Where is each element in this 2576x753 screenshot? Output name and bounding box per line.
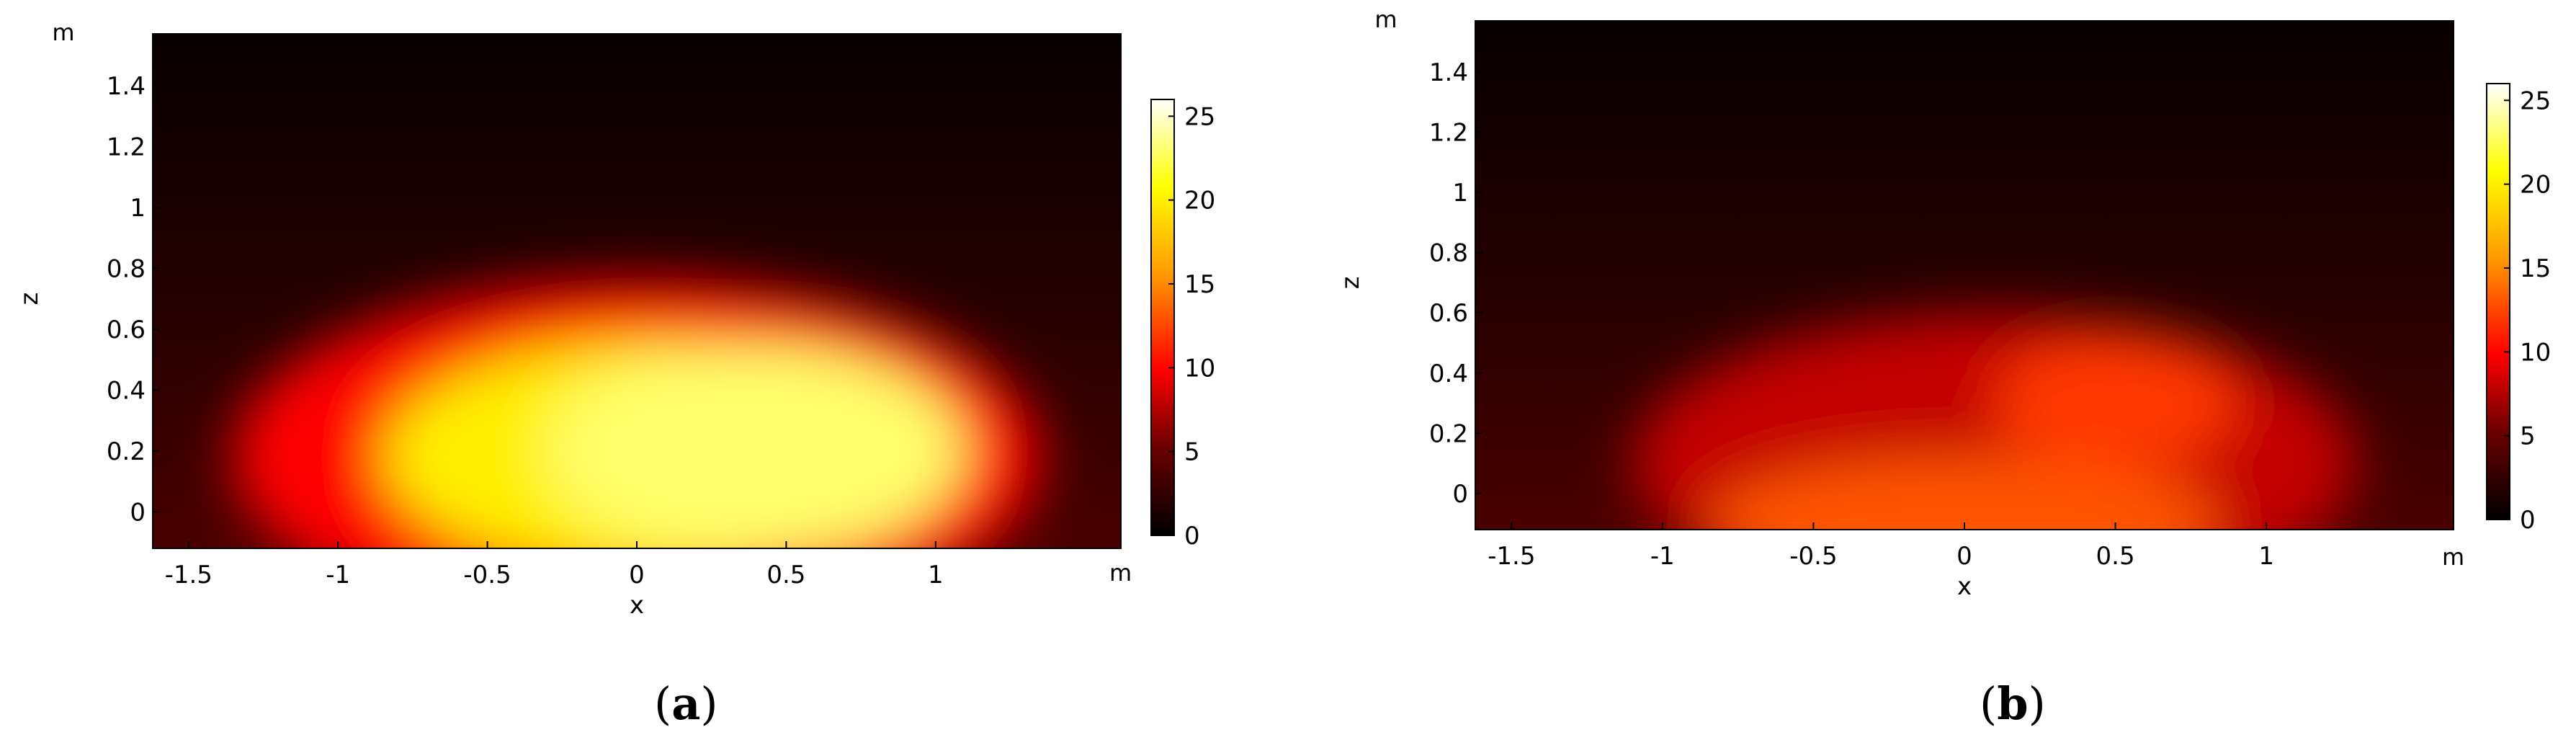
colorbar-tick-label: 20 <box>1184 187 1215 215</box>
y-unit-label: m <box>1374 6 1397 33</box>
x-tick-label: 1 <box>928 561 944 589</box>
heatmap-blob <box>1994 337 2237 470</box>
x-tick-label: 1 <box>2258 542 2274 571</box>
panel-caption: (b) <box>1980 677 2046 730</box>
x-tick-label: 0.5 <box>766 561 805 589</box>
colorbar-tick-label: 15 <box>1184 270 1215 299</box>
y-tick-label: 1 <box>130 194 146 223</box>
y-tick-label: 1.2 <box>1429 119 1468 148</box>
chart-panel-a: -1.5 -1 -0.5 0 0.5 100.20.40.60.811.21.4xzmm0… <box>15 19 1215 730</box>
chart-panel-b: -1.5 -1 -0.5 0 0.5 100.20.40.60.811.21.4xzmm0… <box>1336 6 2551 730</box>
y-axis-label: z <box>15 293 44 306</box>
x-axis-label: x <box>1957 572 1972 601</box>
y-tick-label: 0.6 <box>107 316 146 344</box>
x-tick-label: 0.5 <box>2096 542 2135 571</box>
y-tick-label: 0 <box>130 498 146 527</box>
colorbar <box>2486 83 2510 520</box>
heatmap-blob <box>547 344 966 548</box>
x-tick-label: -0.5 <box>463 561 511 589</box>
x-unit-label: m <box>2442 543 2464 571</box>
x-tick-label: -0.5 <box>1789 542 1837 571</box>
x-tick-label: -1.5 <box>1488 542 1535 571</box>
x-tick-label: -1.5 <box>165 561 213 589</box>
y-tick-label: 0.4 <box>1429 360 1468 388</box>
y-tick-label: 0.4 <box>107 376 146 405</box>
heatmap-blob <box>1707 457 2222 530</box>
y-tick-label: 0 <box>1452 480 1468 509</box>
colorbar-tick-label: 25 <box>2520 86 2551 115</box>
colorbar-tick-label: 10 <box>2520 338 2551 367</box>
colorbar-tick-label: 25 <box>1184 102 1215 131</box>
y-tick-label: 0.6 <box>1429 299 1468 328</box>
panel-caption: (a) <box>654 677 718 730</box>
x-tick-label: -1 <box>326 561 350 589</box>
y-axis-label: z <box>1336 277 1365 290</box>
y-tick-label: 1.4 <box>1429 58 1468 87</box>
heatmap-field <box>233 280 1040 548</box>
x-unit-label: m <box>1109 559 1132 587</box>
colorbar-tick-label: 0 <box>2520 506 2536 535</box>
x-tick-label: 0 <box>629 561 645 589</box>
colorbar-tick-label: 10 <box>1184 354 1215 383</box>
heatmap-field <box>1632 313 2357 530</box>
y-tick-label: 0.8 <box>1429 239 1468 268</box>
colorbar-tick-label: 20 <box>2520 171 2551 200</box>
x-tick-label: -1 <box>1650 542 1675 571</box>
y-tick-label: 0.2 <box>107 437 146 466</box>
x-tick-label: 0 <box>1956 542 1972 571</box>
y-tick-label: 1.4 <box>107 72 146 101</box>
y-tick-label: 0.2 <box>1429 419 1468 448</box>
colorbar-tick-label: 0 <box>1184 522 1200 551</box>
x-axis-label: x <box>630 591 644 620</box>
colorbar-tick-label: 5 <box>1184 438 1200 467</box>
colorbar-tick-label: 5 <box>2520 422 2536 451</box>
y-tick-label: 1 <box>1452 179 1468 208</box>
colorbar-tick-label: 15 <box>2520 254 2551 283</box>
y-unit-label: m <box>52 19 74 46</box>
y-tick-label: 1.2 <box>107 133 146 161</box>
y-tick-label: 0.8 <box>107 254 146 283</box>
colorbar <box>1150 99 1175 536</box>
